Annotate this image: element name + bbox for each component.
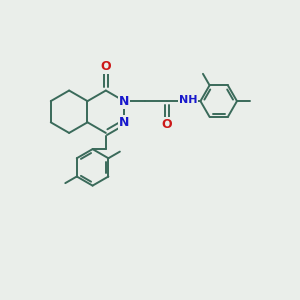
Text: N: N (119, 116, 129, 129)
Text: N: N (119, 94, 129, 108)
Text: O: O (161, 118, 172, 131)
Text: NH: NH (178, 95, 197, 105)
Text: O: O (100, 61, 111, 74)
